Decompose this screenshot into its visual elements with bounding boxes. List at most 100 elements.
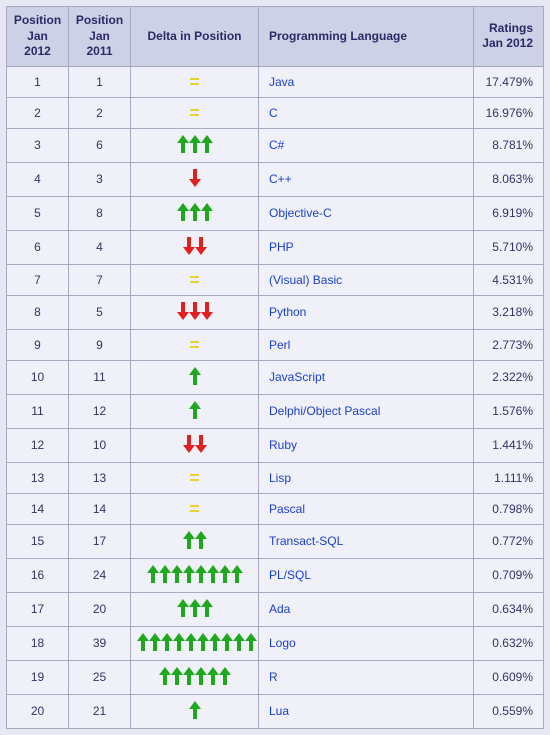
arrow-down-icon xyxy=(201,302,213,320)
cell-delta xyxy=(131,524,259,558)
cell-pos2011: 5 xyxy=(69,295,131,329)
cell-pos2011: 11 xyxy=(69,360,131,394)
cell-delta xyxy=(131,230,259,264)
cell-language: C# xyxy=(259,128,474,162)
language-link[interactable]: Delphi/Object Pascal xyxy=(269,404,380,418)
cell-language: Transact-SQL xyxy=(259,524,474,558)
cell-pos2011: 17 xyxy=(69,524,131,558)
cell-delta xyxy=(131,660,259,694)
table-row: 1624PL/SQL0.709% xyxy=(7,558,544,592)
table-row: 1720Ada0.634% xyxy=(7,592,544,626)
arrow-up-icon xyxy=(183,531,195,549)
cell-pos2012: 1 xyxy=(7,66,69,97)
language-link[interactable]: Lisp xyxy=(269,471,291,485)
language-link[interactable]: Ruby xyxy=(269,438,297,452)
cell-pos2012: 6 xyxy=(7,230,69,264)
language-link[interactable]: PHP xyxy=(269,240,294,254)
col-header-delta: Delta in Position xyxy=(131,7,259,67)
col-header-lang: Programming Language xyxy=(259,7,474,67)
language-link[interactable]: Java xyxy=(269,75,294,89)
arrow-up-icon xyxy=(185,633,197,651)
cell-delta xyxy=(131,626,259,660)
arrow-up-icon xyxy=(189,401,201,419)
arrow-up-icon xyxy=(137,633,149,651)
language-link[interactable]: (Visual) Basic xyxy=(269,273,342,287)
arrow-up-icon xyxy=(201,135,213,153)
cell-pos2012: 3 xyxy=(7,128,69,162)
cell-rating: 3.218% xyxy=(474,295,544,329)
language-link[interactable]: Ada xyxy=(269,602,290,616)
cell-delta xyxy=(131,558,259,592)
arrow-down-icon xyxy=(189,302,201,320)
equal-icon: = xyxy=(189,469,200,487)
cell-pos2012: 15 xyxy=(7,524,69,558)
cell-language: Lisp xyxy=(259,462,474,493)
language-link[interactable]: Perl xyxy=(269,338,290,352)
arrow-up-icon xyxy=(189,135,201,153)
table-row: 1011JavaScript2.322% xyxy=(7,360,544,394)
language-link[interactable]: PL/SQL xyxy=(269,568,311,582)
cell-pos2012: 4 xyxy=(7,162,69,196)
cell-language: PHP xyxy=(259,230,474,264)
arrow-up-icon xyxy=(149,633,161,651)
cell-rating: 4.531% xyxy=(474,264,544,295)
table-row: 11=Java17.479% xyxy=(7,66,544,97)
cell-rating: 17.479% xyxy=(474,66,544,97)
arrow-down-icon xyxy=(177,302,189,320)
arrow-up-icon xyxy=(209,633,221,651)
arrow-up-icon xyxy=(197,633,209,651)
cell-rating: 0.709% xyxy=(474,558,544,592)
language-link[interactable]: Objective-C xyxy=(269,206,332,220)
table-row: 1925R0.609% xyxy=(7,660,544,694)
cell-rating: 0.632% xyxy=(474,626,544,660)
table-row: 1839Logo0.632% xyxy=(7,626,544,660)
language-link[interactable]: C xyxy=(269,106,278,120)
equal-icon: = xyxy=(189,336,200,354)
arrow-up-icon xyxy=(195,531,207,549)
cell-pos2012: 9 xyxy=(7,329,69,360)
language-link[interactable]: Python xyxy=(269,305,306,319)
arrow-down-icon xyxy=(183,237,195,255)
arrow-up-icon xyxy=(233,633,245,651)
cell-rating: 6.919% xyxy=(474,196,544,230)
cell-pos2012: 2 xyxy=(7,97,69,128)
cell-rating: 1.441% xyxy=(474,428,544,462)
cell-language: (Visual) Basic xyxy=(259,264,474,295)
table-row: 22=C16.976% xyxy=(7,97,544,128)
arrow-up-icon xyxy=(177,203,189,221)
language-link[interactable]: Lua xyxy=(269,704,289,718)
language-link[interactable]: JavaScript xyxy=(269,370,325,384)
cell-pos2011: 12 xyxy=(69,394,131,428)
language-link[interactable]: R xyxy=(269,670,278,684)
arrow-down-icon xyxy=(195,237,207,255)
cell-language: Logo xyxy=(259,626,474,660)
cell-delta xyxy=(131,428,259,462)
cell-pos2012: 8 xyxy=(7,295,69,329)
cell-delta: = xyxy=(131,66,259,97)
cell-pos2012: 12 xyxy=(7,428,69,462)
cell-language: Python xyxy=(259,295,474,329)
language-link[interactable]: Transact-SQL xyxy=(269,534,343,548)
col-header-pos2011: PositionJan 2011 xyxy=(69,7,131,67)
cell-pos2011: 20 xyxy=(69,592,131,626)
cell-language: Java xyxy=(259,66,474,97)
arrow-up-icon xyxy=(207,667,219,685)
cell-pos2011: 21 xyxy=(69,694,131,728)
arrow-up-icon xyxy=(173,633,185,651)
language-link[interactable]: Logo xyxy=(269,636,296,650)
table-row: 2021Lua0.559% xyxy=(7,694,544,728)
cell-delta xyxy=(131,295,259,329)
cell-delta xyxy=(131,196,259,230)
cell-pos2011: 13 xyxy=(69,462,131,493)
language-link[interactable]: C# xyxy=(269,138,284,152)
language-link[interactable]: C++ xyxy=(269,172,292,186)
table-row: 85 Python 3.218% xyxy=(7,295,544,329)
language-link[interactable]: Pascal xyxy=(269,502,305,516)
cell-pos2012: 16 xyxy=(7,558,69,592)
cell-rating: 8.781% xyxy=(474,128,544,162)
arrow-up-icon xyxy=(221,633,233,651)
table-row: 1414=Pascal0.798% xyxy=(7,493,544,524)
tiobe-index-table: PositionJan 2012 PositionJan 2011 Delta … xyxy=(6,6,544,729)
table-header: PositionJan 2012 PositionJan 2011 Delta … xyxy=(7,7,544,67)
cell-rating: 2.322% xyxy=(474,360,544,394)
